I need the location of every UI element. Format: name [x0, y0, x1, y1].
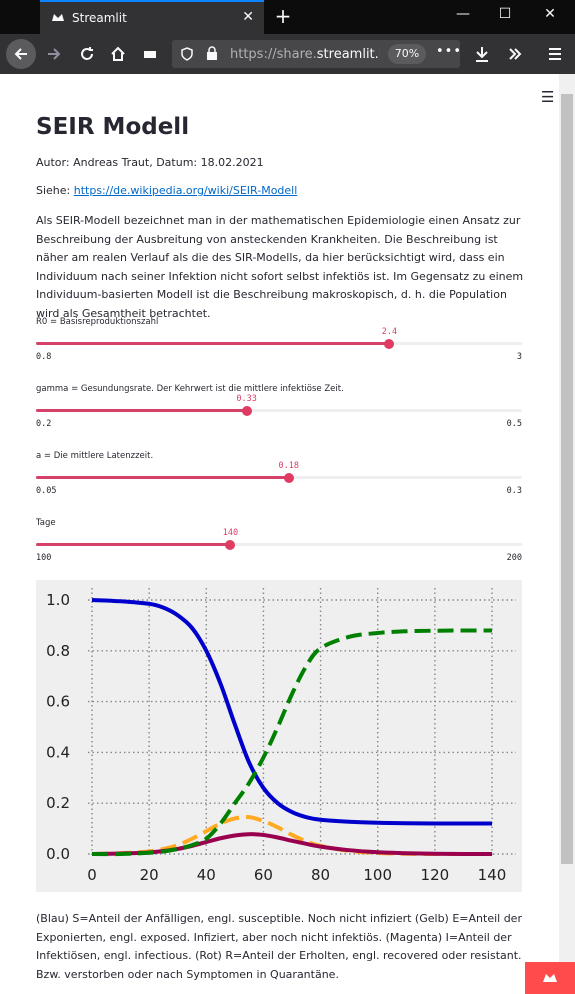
slider-min: 0.2 [36, 419, 52, 429]
slider-label: a = Die mittlere Latenzzeit. [36, 451, 154, 461]
x-tick-label: 140 [478, 866, 507, 884]
wikipedia-link[interactable]: https://de.wikipedia.org/wiki/SEIR-Model… [73, 184, 298, 197]
slider-fill [36, 543, 231, 546]
browser-tab-bar: Streamlit ✕ + — ☐ ✕ [0, 0, 575, 34]
streamlit-badge[interactable] [525, 962, 575, 994]
series-line-R [91, 628, 493, 857]
slider-fill [36, 409, 247, 412]
y-tick-label: 1.0 [46, 591, 70, 609]
x-tick-label: 80 [311, 866, 330, 884]
slider-days[interactable]: Tage 140 100 200 [36, 518, 522, 578]
slider-label: gamma = Gesundungsrate. Der Kehrwert ist… [36, 384, 344, 394]
slider-max: 0.3 [506, 486, 522, 496]
see-label: Siehe: [36, 184, 74, 197]
x-tick-label: 20 [140, 866, 159, 884]
page-actions-icon[interactable]: ••• [436, 44, 463, 59]
slider-value: 0.33 [236, 394, 257, 404]
slider-min: 0.8 [36, 352, 52, 362]
slider-value: 0.18 [278, 461, 299, 471]
slider-max: 0.5 [506, 419, 522, 429]
chart-caption: (Blau) S=Anteil der Anfälligen, engl. su… [36, 912, 522, 981]
slider-label: Tage [36, 518, 56, 528]
series-line-E [91, 815, 492, 857]
slider-gamma[interactable]: gamma = Gesundungsrate. Der Kehrwert ist… [36, 384, 522, 444]
slider-track[interactable] [36, 539, 522, 550]
see-also-line: Siehe: https://de.wikipedia.org/wiki/SEI… [36, 184, 297, 197]
slider-min: 0.05 [36, 486, 57, 496]
x-tick-label: 40 [197, 866, 216, 884]
download-icon[interactable] [470, 42, 494, 66]
slider-track[interactable] [36, 338, 522, 349]
menu-icon[interactable] [543, 42, 567, 66]
browser-toolbar: https://share.streamlit.io 70% ••• [0, 34, 575, 74]
series-line-S [91, 598, 492, 826]
slider-label: R0 = Basisreproduktionszahl [36, 317, 159, 327]
reload-icon[interactable] [75, 42, 99, 66]
seir-chart: 0 20 40 60 80 100 120 140 0.0 0.2 0.4 0.6 0.8 1.0 [36, 580, 522, 892]
new-tab-icon[interactable]: + [274, 4, 292, 28]
tab-title: Streamlit [72, 11, 127, 25]
close-tab-icon[interactable]: ✕ [242, 9, 254, 25]
streamlit-logo-icon [543, 974, 557, 982]
shield-icon[interactable] [180, 47, 194, 61]
author-line: Autor: Andreas Traut, Datum: 18.02.2021 [36, 156, 264, 169]
slider-fill [36, 342, 390, 345]
chart-background [36, 580, 522, 892]
slider-thumb[interactable] [384, 338, 395, 349]
forward-icon[interactable] [42, 42, 66, 66]
slider-max: 3 [516, 352, 522, 362]
close-window-icon[interactable]: ✕ [544, 6, 556, 22]
slider-track[interactable] [36, 405, 522, 416]
x-tick-label: 60 [254, 866, 273, 884]
maximize-icon[interactable]: ☐ [498, 6, 512, 22]
slider-fill [36, 476, 289, 479]
browser-tab[interactable]: Streamlit ✕ [40, 0, 264, 34]
app-menu-icon[interactable]: ☰ [541, 88, 555, 106]
scrollbar-thumb[interactable] [561, 94, 573, 864]
y-tick-label: 0.4 [46, 743, 70, 761]
y-tick-label: 0.6 [46, 693, 70, 711]
y-tick-label: 0.8 [46, 642, 70, 660]
slider-thumb[interactable] [241, 405, 252, 416]
slider-min: 100 [36, 553, 52, 563]
lock-icon[interactable] [206, 46, 218, 61]
back-icon[interactable] [6, 39, 36, 69]
home-icon[interactable] [106, 42, 130, 66]
scrollbar[interactable] [559, 74, 575, 994]
screenshot-icon[interactable] [138, 42, 162, 66]
slider-value: 140 [222, 528, 239, 538]
slider-thumb[interactable] [225, 539, 236, 550]
x-tick-label: 100 [363, 866, 392, 884]
slider-max: 200 [506, 553, 522, 563]
slider-track[interactable] [36, 472, 522, 483]
minimize-icon[interactable]: — [456, 6, 470, 22]
streamlit-logo-icon [52, 14, 64, 21]
slider-r0[interactable]: R0 = Basisreproduktionszahl 2.4 0.8 3 [36, 317, 522, 377]
page-title: SEIR Modell [36, 114, 190, 140]
page-viewport: ☰ SEIR Modell Autor: Andreas Traut, Datu… [0, 74, 575, 994]
zoom-level-badge[interactable]: 70% [388, 44, 426, 64]
slider-value: 2.4 [381, 327, 398, 337]
intro-paragraph: Als SEIR-Modell bezeichnet man in der ma… [36, 214, 524, 320]
address-bar[interactable]: https://share.streamlit.io 70% ••• [172, 40, 463, 68]
slider-thumb[interactable] [283, 472, 294, 483]
slider-latency[interactable]: a = Die mittlere Latenzzeit. 0.18 0.05 0… [36, 451, 522, 511]
y-tick-label: 0.2 [46, 794, 70, 812]
x-tick-label: 0 [87, 866, 97, 884]
url-text: https://share.streamlit.io [230, 47, 380, 62]
y-tick-label: 0.0 [46, 845, 70, 863]
x-tick-label: 120 [421, 866, 450, 884]
overflow-chevron-icon[interactable] [503, 42, 527, 66]
